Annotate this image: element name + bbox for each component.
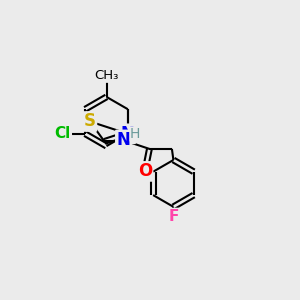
Text: O: O <box>138 162 152 180</box>
Text: S: S <box>84 112 96 130</box>
Text: CH₃: CH₃ <box>94 69 119 82</box>
Text: N: N <box>116 131 130 149</box>
Text: N: N <box>121 125 135 143</box>
Text: F: F <box>168 209 178 224</box>
Text: Cl: Cl <box>55 126 71 141</box>
Text: H: H <box>130 127 140 141</box>
